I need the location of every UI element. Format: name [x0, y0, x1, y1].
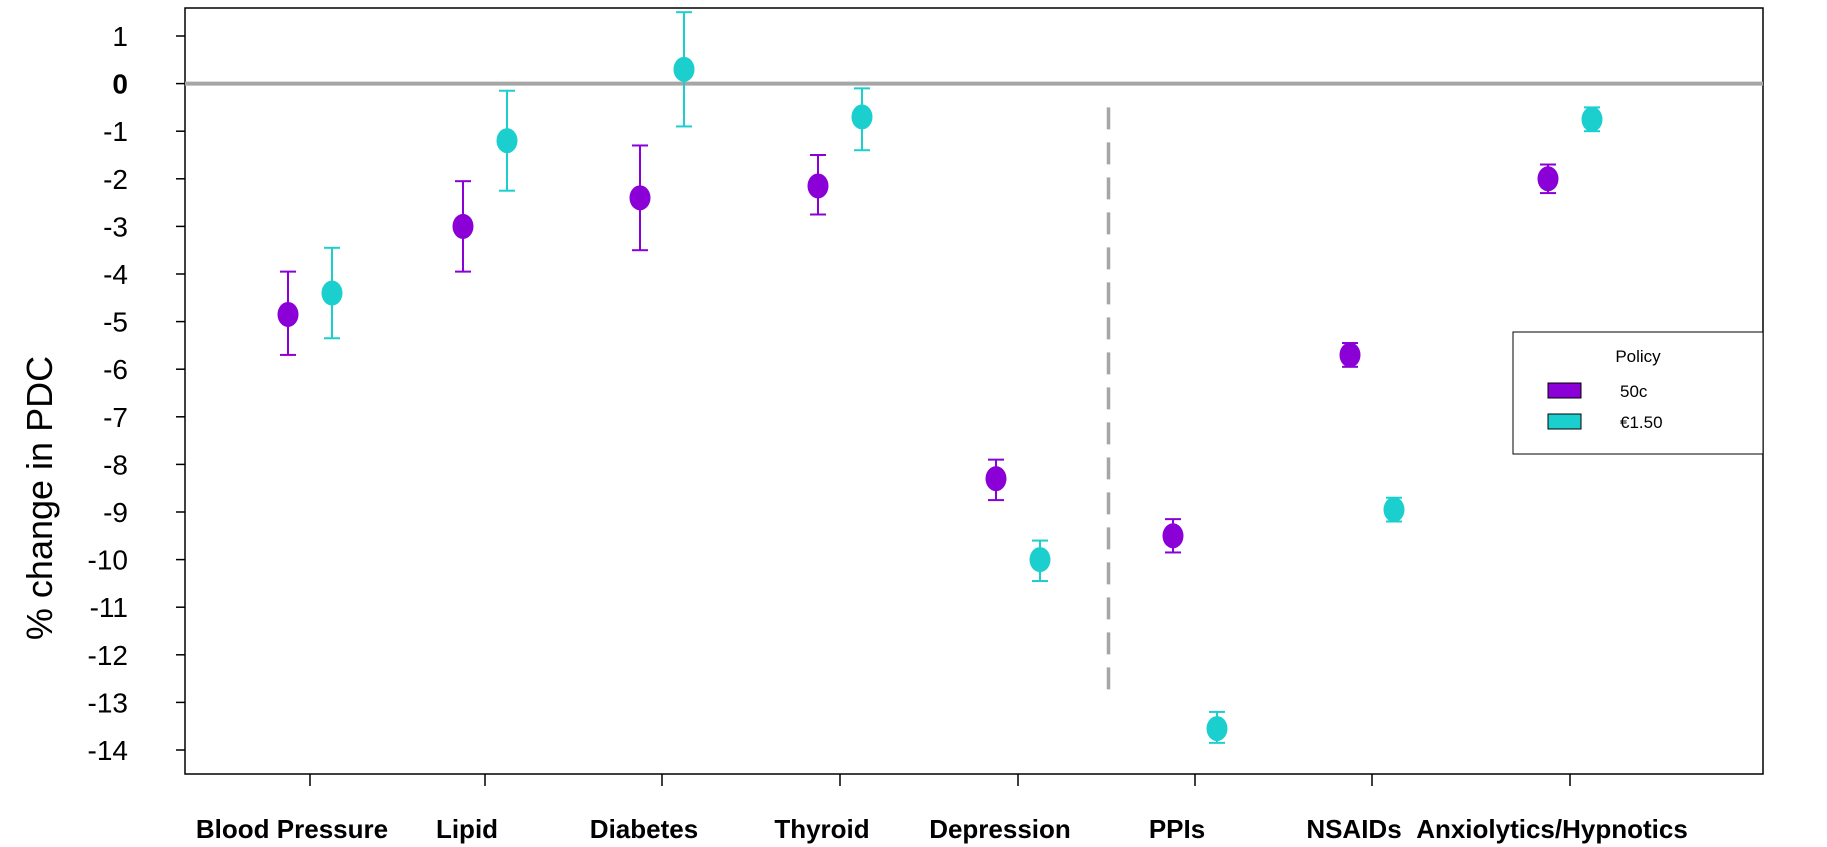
x-tick-label: Depression	[929, 814, 1071, 844]
data-point	[851, 104, 873, 130]
legend-swatch	[1547, 382, 1582, 399]
data-point	[452, 213, 474, 239]
y-axis-label: % change in PDC	[19, 356, 60, 640]
y-tick-label: -9	[103, 497, 128, 528]
data-point	[1339, 342, 1361, 368]
y-axis: 1 0 -1 -2 -3 -4 -5 -6 -7 -8 -9 -10 -11 -12 -13 -14	[88, 21, 185, 766]
data-point	[277, 301, 299, 327]
x-tick-label: Diabetes	[590, 814, 698, 844]
legend-swatch	[1547, 413, 1582, 430]
legend-label: €1.50	[1620, 413, 1663, 432]
data-point	[673, 56, 695, 82]
y-tick-label: -8	[103, 449, 128, 480]
y-tick-label: -6	[103, 354, 128, 385]
x-tick-label: Blood Pressure	[196, 814, 388, 844]
data-point	[321, 280, 343, 306]
data-point	[496, 128, 518, 154]
x-tick-label: PPIs	[1149, 814, 1205, 844]
y-tick-label: -13	[88, 687, 128, 718]
y-tick-label: -5	[103, 307, 128, 338]
x-tick-label: Lipid	[436, 814, 498, 844]
data-point	[1206, 716, 1228, 742]
x-axis: Blood Pressure Lipid Diabetes Thyroid Depres…	[196, 774, 1688, 844]
data-point	[1581, 106, 1603, 132]
y-tick-label: -14	[88, 735, 128, 766]
plot-area	[184, 7, 1764, 775]
data-point	[985, 466, 1007, 492]
x-tick-label: Anxiolytics/Hypnotics	[1416, 814, 1688, 844]
y-tick-label: -3	[103, 211, 128, 242]
y-tick-label: -7	[103, 402, 128, 433]
x-tick-label: Thyroid	[774, 814, 869, 844]
legend-title: Policy	[1615, 347, 1661, 366]
y-tick-label: 0	[112, 69, 128, 100]
data-point	[1029, 547, 1051, 573]
data-point	[629, 185, 651, 211]
data-point	[1162, 523, 1184, 549]
y-tick-label: -11	[90, 592, 128, 623]
y-tick-label: -4	[103, 259, 128, 290]
data-marks	[277, 11, 1603, 744]
legend-label: 50c	[1620, 382, 1648, 401]
y-tick-label: -10	[88, 545, 128, 576]
y-tick-label: -1	[103, 116, 128, 147]
legend: Policy 50c €1.50	[1512, 331, 1764, 455]
y-tick-label: 1	[112, 21, 128, 52]
data-point	[1537, 166, 1559, 192]
data-point	[1383, 497, 1405, 523]
y-tick-label: -12	[88, 640, 128, 671]
x-tick-label: NSAIDs	[1306, 814, 1401, 844]
data-point	[807, 173, 829, 199]
y-tick-label: -2	[103, 164, 128, 195]
